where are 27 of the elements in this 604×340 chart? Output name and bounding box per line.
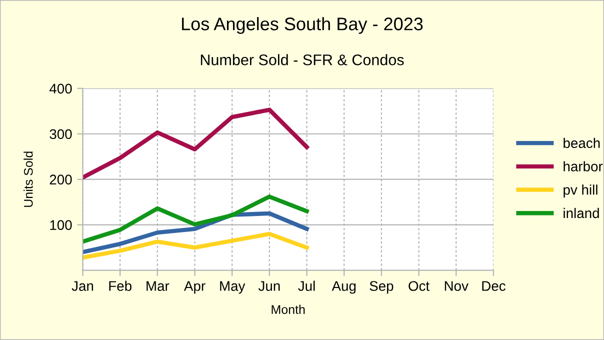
- x-tick-label: Nov: [444, 281, 468, 291]
- y-tick-label: 200: [50, 174, 72, 185]
- x-tick-label: Aug: [332, 281, 356, 294]
- x-tick-label: Dec: [482, 281, 506, 291]
- x-tick-label: Sep: [370, 281, 394, 294]
- x-tick-label: Apr: [184, 281, 206, 294]
- legend-label: inland: [564, 208, 599, 218]
- y-axis-title: Units Sold: [24, 152, 33, 207]
- x-axis-title: Month: [272, 304, 305, 314]
- chart-title: Los Angeles South Bay - 2023: [182, 17, 423, 34]
- line-series: [82, 194, 309, 244]
- y-tick-label: 400: [49, 84, 72, 94]
- x-tick-label: Oct: [408, 281, 430, 291]
- x-tick-label: Feb: [109, 280, 132, 291]
- legend-label: pv hill: [564, 184, 598, 198]
- x-tick-label: May: [220, 281, 246, 294]
- y-tick-label: 300: [50, 129, 72, 140]
- legend-label: beach: [564, 138, 600, 148]
- chart-subtitle: Number Sold - SFR & Condos: [200, 54, 404, 66]
- x-tick-label: Jul: [298, 280, 315, 291]
- y-tick-label: 100: [50, 220, 72, 230]
- x-tick-label: Jan: [72, 281, 94, 291]
- line-series: [82, 108, 309, 180]
- line-series: [82, 232, 309, 260]
- x-tick-label: Mar: [146, 281, 170, 291]
- legend-label: harbor: [564, 161, 603, 172]
- x-tick-label: Jun: [258, 281, 280, 291]
